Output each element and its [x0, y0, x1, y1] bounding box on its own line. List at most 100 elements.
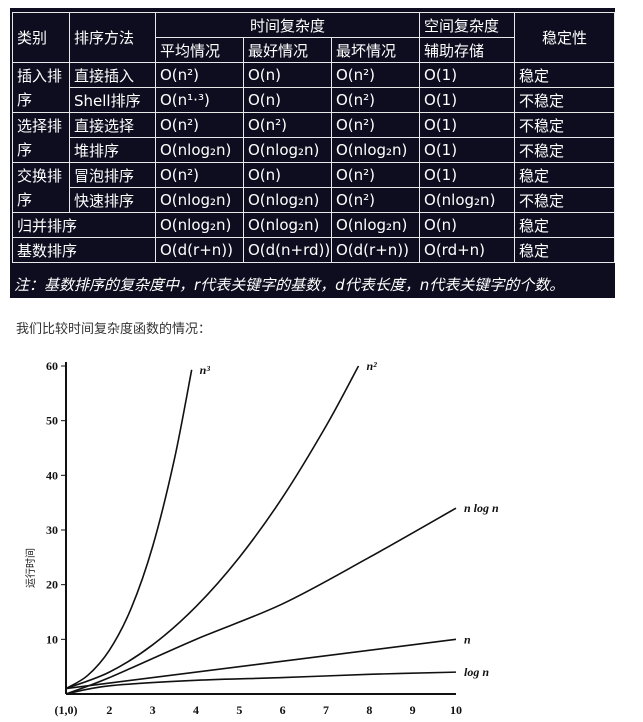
table-footnote: 注：基数排序的复杂度中，r代表关键字的基数，d代表长度，n代表关键字的个数。	[14, 276, 565, 294]
worst-cell: O(nlog₂n)	[330, 212, 421, 238]
header-worst: 最坏情况	[330, 37, 421, 63]
method-cell: 直接插入	[69, 62, 156, 88]
series-label: n²	[367, 359, 378, 373]
y-tick-label: 30	[46, 523, 58, 537]
table-row: 交换排序 冒泡排序 O(n²) O(n) O(n²) O(1) 稳定	[12, 162, 616, 213]
header-category: 类别	[12, 12, 70, 63]
y-tick-label: 40	[46, 468, 58, 482]
x-tick-label: 4	[193, 703, 199, 717]
best-cell: O(n²)	[243, 112, 332, 138]
header-row-2: 平均情况 最好情况 最坏情况 辅助存储	[13, 37, 615, 63]
series-label: n	[464, 632, 471, 646]
method-cell: 堆排序	[69, 137, 156, 163]
worst-cell: O(n²)	[330, 87, 421, 113]
series-label: n log n	[464, 501, 499, 515]
series-line	[65, 369, 193, 690]
worst-cell: O(nlog₂n)	[330, 137, 421, 163]
series-label: n³	[200, 363, 211, 377]
table-row: 插入排序 直接插入 O(n²) O(n) O(n²) O(1) 稳定	[12, 62, 616, 113]
x-tick-label: 5	[236, 703, 242, 717]
worst-cell: O(n²)	[330, 187, 421, 213]
sort-complexity-table: 类别 排序方法 时间复杂度 空间复杂度 稳定性 平均情况 最好情况 最坏情况 辅…	[10, 8, 616, 298]
header-method: 排序方法	[69, 12, 156, 63]
curve-labels: n³ n² n log n n log n	[200, 359, 499, 679]
method-cell: 基数排序	[12, 237, 156, 263]
y-tick-label: 60	[46, 359, 58, 373]
header-time-complexity: 时间复杂度	[154, 12, 421, 38]
stable-cell: 不稳定	[514, 137, 616, 163]
axis-ticks: (1,0) 2 3 4 5 6 7 8 9 10 10 20 30 40 50 60	[46, 359, 462, 717]
header-best: 最好情况	[243, 37, 332, 63]
series-line	[65, 365, 360, 690]
series-line	[65, 638, 457, 690]
header-stability: 稳定性	[514, 12, 616, 63]
avg-cell: O(n¹·³)	[155, 87, 244, 113]
complexity-table: 类别 排序方法 时间复杂度 空间复杂度 稳定性 平均情况 最好情况 最坏情况 辅…	[12, 12, 616, 263]
best-cell: O(nlog₂n)	[243, 187, 332, 213]
space-cell: O(rd+n)	[419, 237, 516, 263]
method-cell: 冒泡排序	[69, 162, 156, 188]
best-cell: O(nlog₂n)	[243, 212, 332, 238]
x-tick-label: 7	[323, 703, 329, 717]
space-cell: O(1)	[419, 87, 516, 113]
x-tick-label: 8	[366, 703, 372, 717]
header-aux: 辅助存储	[419, 37, 516, 63]
space-cell: O(1)	[419, 137, 516, 163]
avg-cell: O(n²)	[155, 62, 244, 88]
y-tick-label: 50	[46, 414, 58, 428]
worst-cell: O(n²)	[330, 162, 421, 188]
space-cell: O(1)	[419, 62, 516, 88]
method-cell: 直接选择	[69, 112, 156, 138]
table-row: 堆排序 O(nlog₂n) O(nlog₂n) O(nlog₂n) O(1) 不…	[13, 137, 616, 163]
table-row: 快速排序 O(nlog₂n) O(nlog₂n) O(n²) O(nlog₂n)…	[13, 187, 616, 213]
series-line	[65, 671, 457, 695]
y-axis-label: 运行时间	[24, 548, 37, 588]
group-name: 交换排序	[12, 162, 70, 213]
stable-cell: 不稳定	[514, 187, 616, 213]
intro-text: 我们比较时间复杂度函数的情况：	[16, 322, 212, 337]
best-cell: O(n)	[243, 162, 332, 188]
method-cell: Shell排序	[69, 87, 156, 113]
space-cell: O(1)	[419, 112, 516, 138]
best-cell: O(nlog₂n)	[243, 137, 332, 163]
table-row: 归并排序 O(nlog₂n) O(nlog₂n) O(nlog₂n) O(n) …	[12, 212, 616, 238]
header-row-1: 类别 排序方法 时间复杂度 空间复杂度 稳定性	[12, 12, 616, 63]
series-line	[65, 507, 457, 695]
avg-cell: O(d(r+n))	[155, 237, 244, 263]
avg-cell: O(nlog₂n)	[155, 212, 244, 238]
stable-cell: 稳定	[514, 212, 616, 238]
avg-cell: O(nlog₂n)	[155, 187, 244, 213]
x-tick-label: 3	[150, 703, 156, 717]
x-tick-label: 10	[450, 703, 462, 717]
chart-curves	[65, 365, 457, 695]
stable-cell: 稳定	[514, 237, 616, 263]
avg-cell: O(nlog₂n)	[155, 137, 244, 163]
best-cell: O(d(n+rd))	[243, 237, 332, 263]
table-row: Shell排序 O(n¹·³) O(n) O(n²) O(1) 不稳定	[13, 87, 616, 113]
best-cell: O(n)	[243, 87, 332, 113]
table-row: 基数排序 O(d(r+n)) O(d(n+rd)) O(d(r+n)) O(rd…	[12, 237, 616, 263]
group-name: 插入排序	[12, 62, 70, 113]
avg-cell: O(n²)	[155, 162, 244, 188]
method-cell: 归并排序	[12, 212, 156, 238]
x-tick-label: 9	[410, 703, 416, 717]
stable-cell: 稳定	[514, 62, 616, 88]
x-tick-label: 2	[106, 703, 112, 717]
worst-cell: O(n²)	[330, 112, 421, 138]
stable-cell: 不稳定	[514, 87, 616, 113]
best-cell: O(n)	[243, 62, 332, 88]
group-name: 选择排序	[12, 112, 70, 163]
y-tick-label: 20	[46, 578, 58, 592]
table-row: 选择排序 直接选择 O(n²) O(n²) O(n²) O(1) 不稳定	[12, 112, 616, 163]
x-tick-label: (1,0)	[55, 703, 78, 717]
y-tick-label: 10	[46, 632, 58, 646]
space-cell: O(1)	[419, 162, 516, 188]
stable-cell: 稳定	[514, 162, 616, 188]
space-cell: O(n)	[419, 212, 516, 238]
header-space-complexity: 空间复杂度	[419, 12, 516, 38]
avg-cell: O(n²)	[155, 112, 244, 138]
space-cell: O(nlog₂n)	[419, 187, 516, 213]
chart-axes	[65, 362, 456, 695]
method-cell: 快速排序	[69, 187, 156, 213]
